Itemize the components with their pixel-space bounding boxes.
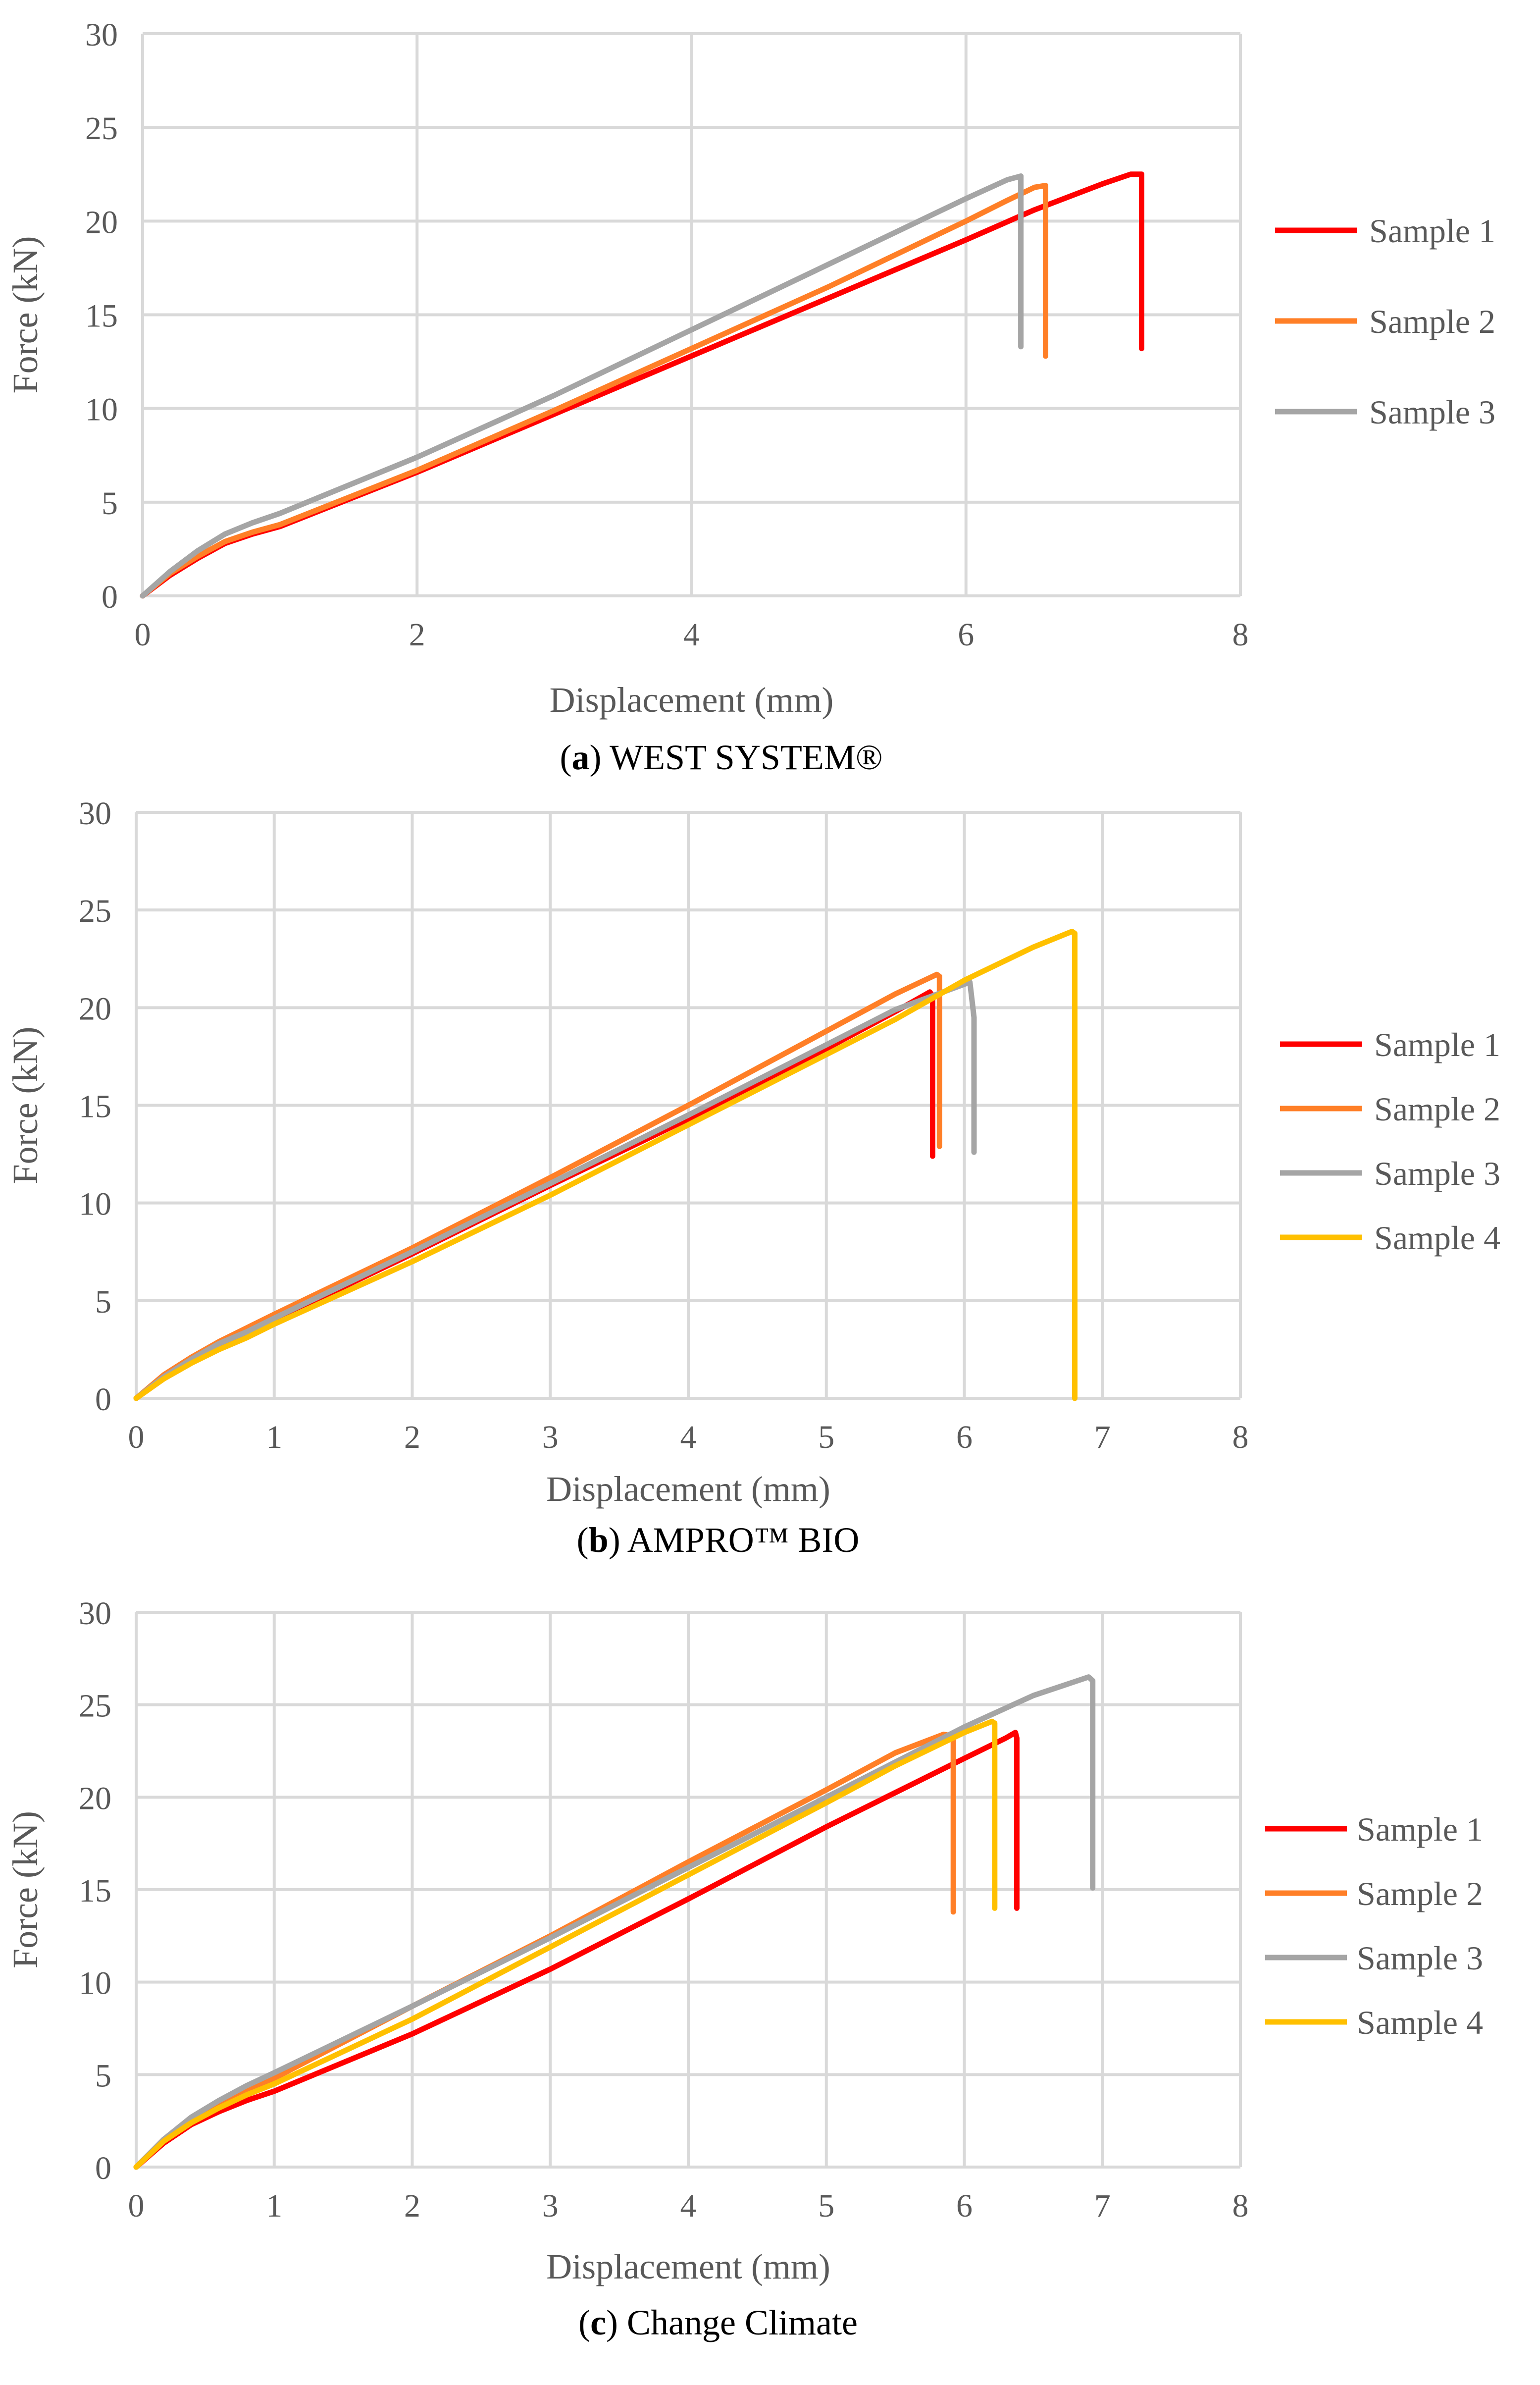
x-tick-label: 5 bbox=[818, 2188, 834, 2224]
x-tick-label: 2 bbox=[404, 1419, 420, 1455]
x-tick-label: 8 bbox=[1232, 1419, 1249, 1455]
caption-letter: b bbox=[589, 1520, 609, 1560]
x-tick-label: 4 bbox=[680, 2188, 697, 2224]
x-tick-label: 1 bbox=[266, 2188, 282, 2224]
x-axis-title: Displacement (mm) bbox=[546, 1469, 830, 1509]
y-tick-label: 30 bbox=[85, 17, 118, 53]
y-tick-label: 10 bbox=[79, 1186, 111, 1222]
x-tick-label: 8 bbox=[1232, 617, 1249, 653]
caption-open-paren: ( bbox=[577, 1520, 589, 1560]
y-tick-label: 15 bbox=[79, 1873, 111, 1909]
legend-label-sample-1: Sample 1 bbox=[1369, 212, 1495, 250]
caption-close-paren: ) bbox=[589, 738, 601, 777]
y-tick-label: 10 bbox=[79, 1965, 111, 2002]
chart-panel-a: 0 5 10 15 20 25 30 0 2 4 6 8 Displacement (mm) Force … bbox=[5, 17, 1495, 777]
y-axis-title: Force (kN) bbox=[5, 236, 45, 394]
y-tick-label: 25 bbox=[85, 110, 118, 147]
x-axis-title: Displacement (mm) bbox=[546, 2247, 830, 2286]
y-tick-label: 30 bbox=[79, 795, 111, 832]
panel-caption: (a) WEST SYSTEM® bbox=[560, 738, 882, 777]
x-tick-label: 4 bbox=[680, 1419, 697, 1455]
caption-close-paren: ) bbox=[606, 2303, 618, 2342]
panel-caption: (c) Change Climate bbox=[578, 2303, 858, 2342]
chart-panel-b: 0 5 10 15 20 25 30 0 1 2 3 4 5 6 7 8 Displacement (mm) Fo… bbox=[5, 795, 1500, 1560]
caption-close-paren: ) bbox=[609, 1520, 620, 1560]
y-tick-label: 0 bbox=[102, 579, 118, 615]
y-tick-label: 20 bbox=[85, 204, 118, 240]
y-tick-label: 5 bbox=[95, 1284, 111, 1320]
y-tick-label: 20 bbox=[79, 991, 111, 1027]
x-tick-label: 0 bbox=[128, 1419, 145, 1455]
x-tick-label: 6 bbox=[958, 617, 974, 653]
y-tick-label: 20 bbox=[79, 1780, 111, 1816]
x-tick-label: 1 bbox=[266, 1419, 282, 1455]
y-tick-label: 25 bbox=[79, 1688, 111, 1724]
caption-letter: c bbox=[590, 2303, 606, 2342]
legend-label-sample-1: Sample 1 bbox=[1357, 1810, 1483, 1848]
x-tick-label: 4 bbox=[683, 617, 700, 653]
panel-caption: (b) AMPRO™ BIO bbox=[577, 1520, 860, 1560]
y-tick-label: 10 bbox=[85, 392, 118, 428]
x-tick-label: 6 bbox=[956, 2188, 973, 2224]
y-axis-title: Force (kN) bbox=[5, 1811, 45, 1968]
legend-label-sample-4: Sample 4 bbox=[1357, 2004, 1483, 2041]
x-tick-label: 2 bbox=[404, 2188, 420, 2224]
x-tick-label: 8 bbox=[1232, 2188, 1249, 2224]
y-tick-label: 0 bbox=[95, 1381, 111, 1418]
y-tick-label: 5 bbox=[95, 2058, 111, 2094]
caption-open-paren: ( bbox=[560, 738, 571, 777]
y-tick-label: 25 bbox=[79, 893, 111, 929]
series-line-sample-4 bbox=[133, 929, 1078, 1401]
series-line-sample-3 bbox=[133, 979, 977, 1401]
legend-label-sample-3: Sample 3 bbox=[1369, 393, 1495, 431]
y-tick-label: 15 bbox=[85, 298, 118, 334]
x-tick-label: 7 bbox=[1094, 2188, 1111, 2224]
legend-label-sample-1: Sample 1 bbox=[1374, 1026, 1500, 1063]
legend-label-sample-4: Sample 4 bbox=[1374, 1219, 1500, 1257]
x-tick-label: 5 bbox=[818, 1419, 834, 1455]
chart-panel-c: 0 5 10 15 20 25 30 0 1 2 3 4 5 6 7 8 Displacement (mm) Fo… bbox=[5, 1595, 1483, 2342]
x-tick-label: 0 bbox=[135, 617, 151, 653]
x-axis-title: Displacement (mm) bbox=[550, 680, 834, 720]
y-tick-label: 15 bbox=[79, 1089, 111, 1125]
legend-label-sample-2: Sample 2 bbox=[1374, 1090, 1500, 1128]
series-line-sample-3 bbox=[133, 1674, 1096, 2170]
x-tick-label: 6 bbox=[956, 1419, 973, 1455]
caption-text: WEST SYSTEM® bbox=[601, 738, 882, 777]
x-tick-label: 3 bbox=[542, 1419, 559, 1455]
y-axis-title: Force (kN) bbox=[5, 1027, 45, 1184]
x-tick-label: 3 bbox=[542, 2188, 559, 2224]
x-tick-label: 2 bbox=[409, 617, 425, 653]
legend-label-sample-2: Sample 2 bbox=[1369, 303, 1495, 340]
x-tick-label: 7 bbox=[1094, 1419, 1111, 1455]
legend-label-sample-2: Sample 2 bbox=[1357, 1875, 1483, 1912]
series-line-sample-4 bbox=[133, 1718, 998, 2170]
y-tick-label: 30 bbox=[79, 1595, 111, 1632]
legend-label-sample-3: Sample 3 bbox=[1357, 1939, 1483, 1977]
caption-open-paren: ( bbox=[578, 2303, 590, 2342]
caption-text: AMPRO™ BIO bbox=[620, 1520, 860, 1560]
caption-text: Change Climate bbox=[618, 2303, 858, 2342]
caption-letter: a bbox=[571, 738, 589, 777]
y-tick-label: 5 bbox=[102, 485, 118, 522]
x-tick-label: 0 bbox=[128, 2188, 145, 2224]
legend-label-sample-3: Sample 3 bbox=[1374, 1155, 1500, 1192]
series-line-sample-3 bbox=[140, 173, 1024, 599]
series-line-sample-2 bbox=[140, 183, 1048, 599]
y-tick-label: 0 bbox=[95, 2150, 111, 2186]
